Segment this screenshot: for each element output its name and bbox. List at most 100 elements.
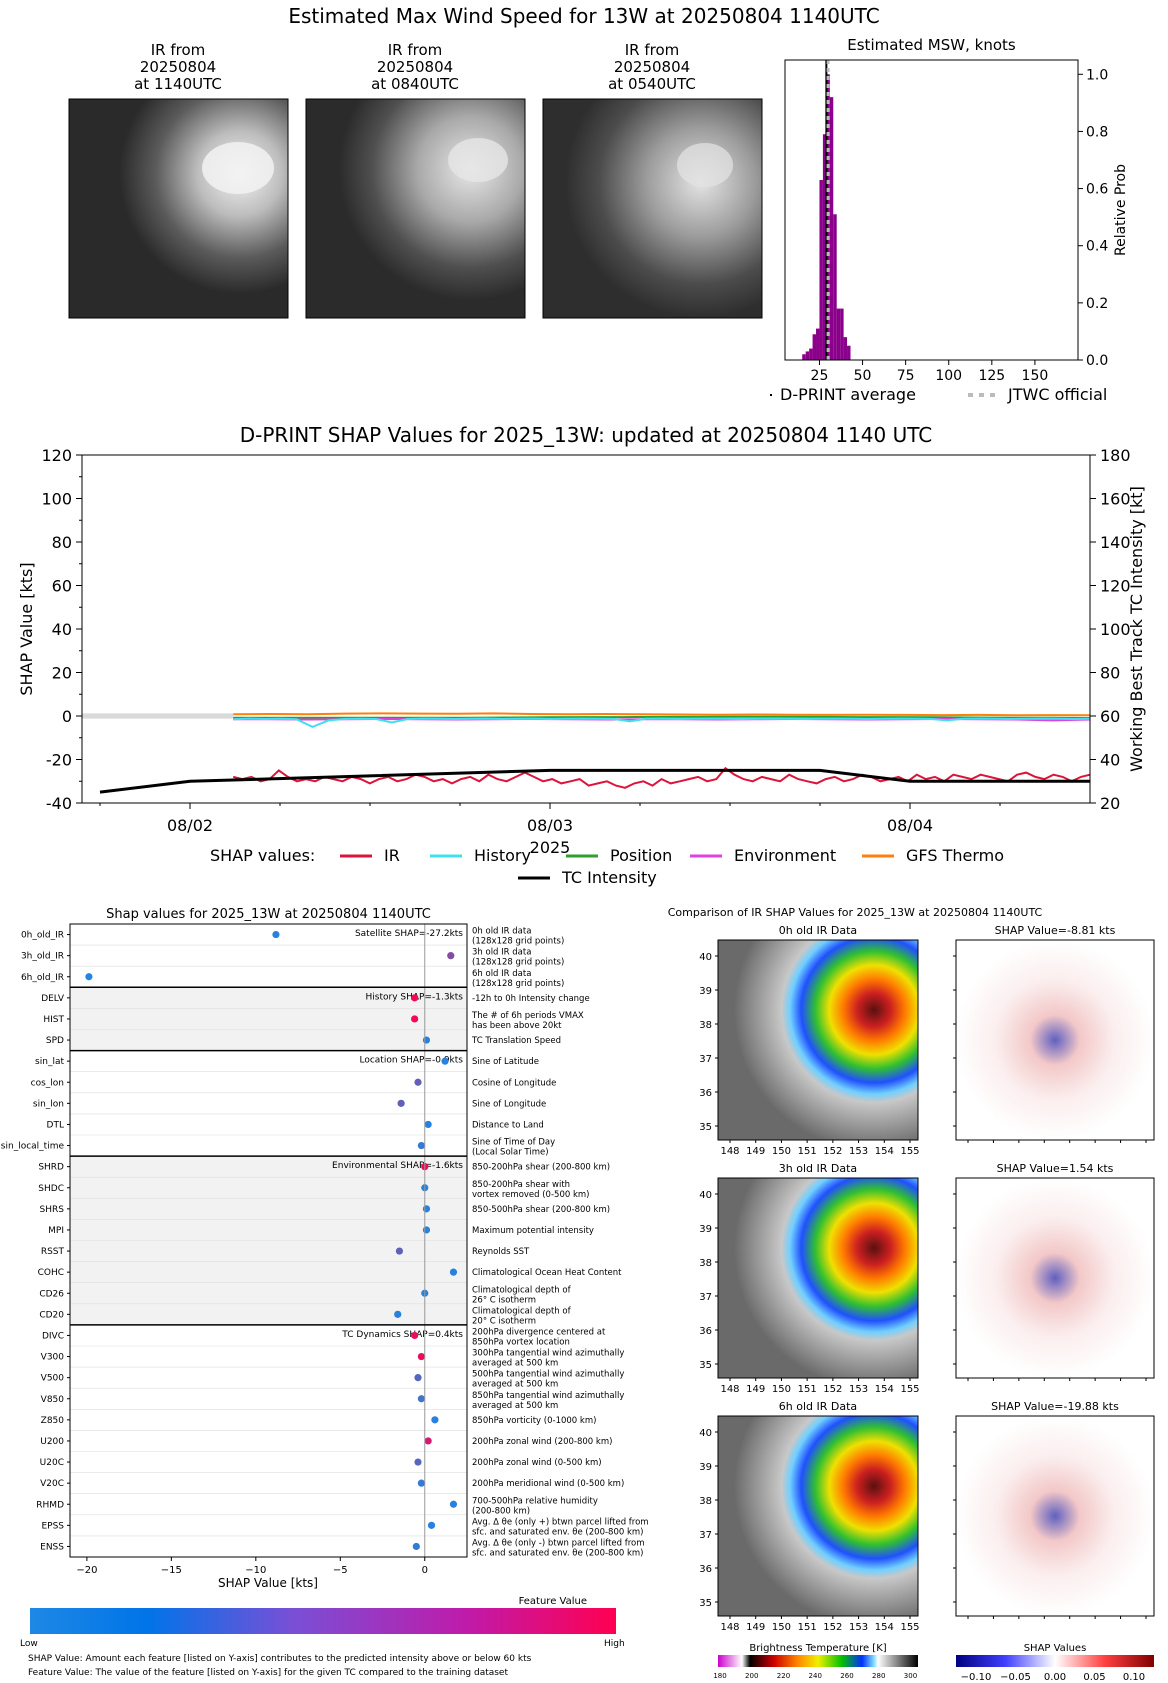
bt-tick-label: 180 bbox=[713, 1672, 726, 1680]
feature-name: COHC bbox=[38, 1268, 64, 1278]
legend-label: IR bbox=[384, 846, 400, 865]
lon-tick-label: 152 bbox=[823, 1384, 842, 1395]
feature-name: HIST bbox=[43, 1015, 64, 1025]
bt-tick-label: 220 bbox=[777, 1672, 790, 1680]
page-title: Estimated Max Wind Speed for 13W at 2025… bbox=[288, 4, 880, 28]
shap-row-title: SHAP Value=1.54 kts bbox=[997, 1162, 1114, 1175]
scatter-xtick-label: −10 bbox=[245, 1565, 266, 1576]
shap-heatmap bbox=[955, 1177, 1155, 1379]
lon-tick-label: 148 bbox=[720, 1622, 739, 1633]
lat-tick-label: 39 bbox=[699, 1462, 712, 1473]
feature-shap-point bbox=[422, 1205, 431, 1213]
feature-description: Climatological depth of bbox=[472, 1285, 572, 1295]
feature-name: RHMD bbox=[36, 1500, 64, 1510]
timeseries-y2tick-label: 40 bbox=[1100, 751, 1120, 770]
timeseries-y2tick-label: 60 bbox=[1100, 707, 1120, 726]
feature-shap-point bbox=[431, 1416, 439, 1424]
feature-shap-point bbox=[411, 1015, 419, 1023]
feature-name: V500 bbox=[41, 1374, 65, 1384]
lon-tick-label: 149 bbox=[746, 1146, 765, 1157]
feature-description: 850hPa tangential wind azimuthally bbox=[472, 1391, 624, 1401]
feature-shap-point bbox=[411, 1331, 419, 1340]
timeseries-ytick-label: 0 bbox=[62, 707, 72, 726]
lat-tick-label: 40 bbox=[699, 952, 712, 963]
feature-description: vortex removed (0-500 km) bbox=[472, 1190, 589, 1200]
feature-description: averaged at 500 km bbox=[472, 1401, 558, 1411]
feature-shap-point bbox=[449, 1500, 458, 1508]
bt-tick-label: 200 bbox=[745, 1672, 758, 1680]
lat-tick-label: 35 bbox=[699, 1122, 712, 1133]
comparison-title: Comparison of IR SHAP Values for 2025_13… bbox=[668, 906, 1043, 919]
legend-label: TC Intensity bbox=[561, 868, 657, 887]
timeseries-ytick-label: 40 bbox=[52, 620, 72, 639]
lon-tick-label: 155 bbox=[900, 1622, 919, 1633]
feature-description: Cosine of Longitude bbox=[472, 1078, 556, 1088]
group-label: Location SHAP=-0.9kts bbox=[359, 1056, 463, 1066]
timeseries-y2tick-label: 120 bbox=[1100, 577, 1131, 596]
feature-shap-point bbox=[417, 1479, 425, 1487]
lon-tick-label: 150 bbox=[772, 1622, 791, 1633]
ir-heatmap bbox=[717, 1177, 919, 1379]
lat-tick-label: 39 bbox=[699, 1224, 712, 1235]
feature-description: TC Translation Speed bbox=[471, 1036, 561, 1046]
ir-panel-title-line1: IR from bbox=[151, 41, 206, 59]
feature-shap-point bbox=[422, 1036, 431, 1044]
timeseries-y2tick-label: 20 bbox=[1100, 794, 1120, 813]
feature-description: Avg. Δ θe (only -) btwn parcel lifted fr… bbox=[472, 1538, 645, 1548]
timeseries-xtick-label: 08/02 bbox=[167, 816, 213, 835]
feature-name: DTL bbox=[47, 1120, 64, 1130]
lat-tick-label: 38 bbox=[699, 1496, 712, 1507]
feature-name: DELV bbox=[41, 994, 65, 1004]
histogram-xtick-label: 100 bbox=[935, 368, 962, 384]
tc-intensity-series bbox=[99, 768, 1090, 794]
timeseries-ytick-label: 20 bbox=[52, 664, 72, 683]
lon-tick-label: 154 bbox=[875, 1146, 894, 1157]
feature-shap-point bbox=[411, 994, 419, 1002]
feature-shap-point bbox=[412, 1542, 420, 1551]
histogram-bar bbox=[840, 308, 844, 360]
histogram-ytick-label: 0.2 bbox=[1086, 296, 1108, 312]
legend-jtwc-label: JTWC official bbox=[1007, 385, 1107, 404]
shap-tick-label: 0.10 bbox=[1123, 1672, 1145, 1683]
shap-tick-label: −0.05 bbox=[1000, 1672, 1031, 1683]
feature-shap-point bbox=[427, 1521, 436, 1529]
lon-tick-label: 151 bbox=[798, 1384, 817, 1395]
scatter-xtick-label: −5 bbox=[333, 1565, 348, 1576]
ir-panel-title-line3: at 0840UTC bbox=[371, 75, 459, 93]
lat-tick-label: 39 bbox=[699, 986, 712, 997]
histogram-bar bbox=[812, 334, 817, 360]
ir-series bbox=[232, 766, 1091, 789]
legend-label: Position bbox=[610, 846, 672, 865]
shap-heatmap bbox=[955, 1415, 1155, 1617]
feature-description: Distance to Land bbox=[472, 1120, 544, 1130]
timeseries-ytick-label: 60 bbox=[52, 577, 72, 596]
lat-tick-label: 38 bbox=[699, 1020, 712, 1031]
lon-tick-label: 149 bbox=[746, 1622, 765, 1633]
lon-tick-label: 151 bbox=[798, 1146, 817, 1157]
timeseries-ytick-label: -20 bbox=[46, 751, 72, 770]
timeseries-ytick-label: 120 bbox=[41, 446, 72, 465]
feature-name: SHRD bbox=[38, 1163, 64, 1173]
feature-name: U20C bbox=[40, 1458, 64, 1468]
ir-panel-title-line1: IR from bbox=[625, 41, 680, 59]
lat-tick-label: 37 bbox=[699, 1054, 712, 1065]
histogram-bar bbox=[847, 345, 851, 360]
lon-tick-label: 150 bbox=[772, 1384, 791, 1395]
feature-shap-point bbox=[414, 1374, 422, 1382]
feature-shap-point bbox=[414, 1458, 422, 1466]
scatter-xtick-label: −15 bbox=[161, 1565, 182, 1576]
legend-label: History bbox=[474, 846, 531, 865]
timeseries-xtick-label: 08/03 bbox=[527, 816, 573, 835]
feature-description: 500hPa tangential wind azimuthally bbox=[472, 1370, 624, 1380]
histogram-ytick-label: 1.0 bbox=[1086, 67, 1108, 83]
feature-description: (128x128 grid points) bbox=[472, 937, 564, 947]
feature-description: 850-200hPa shear with bbox=[472, 1180, 570, 1190]
feature-description: Climatological depth of bbox=[472, 1306, 572, 1316]
missing-data-band bbox=[82, 713, 234, 719]
shap-tick-label: 0.00 bbox=[1044, 1672, 1066, 1683]
ir-panel-title-line2: 20250804 bbox=[140, 58, 216, 76]
timeseries-y2tick-label: 140 bbox=[1100, 533, 1131, 552]
feature-description: 850-500hPa shear (200-800 km) bbox=[472, 1205, 610, 1215]
bt-tick-label: 240 bbox=[809, 1672, 822, 1680]
legend-label: Environment bbox=[734, 846, 836, 865]
